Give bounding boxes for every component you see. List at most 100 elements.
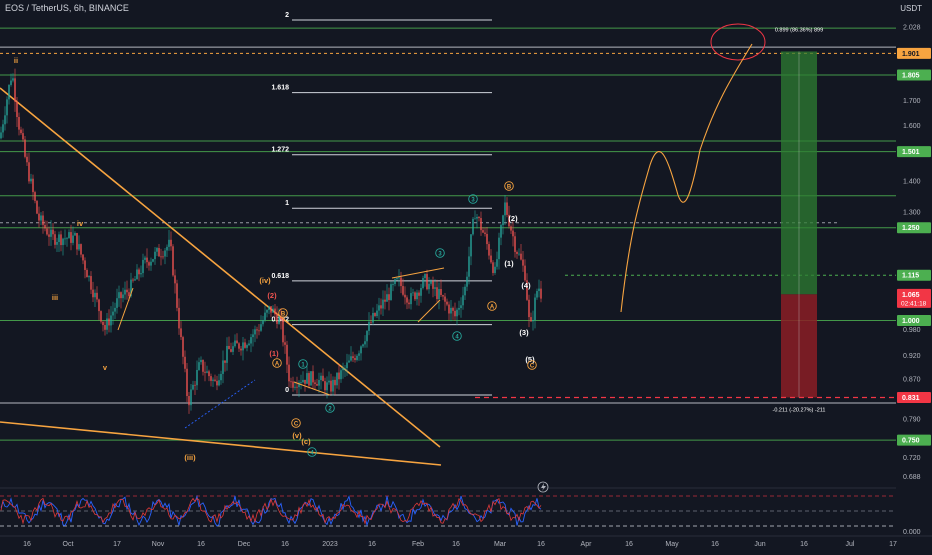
candle-body [382,299,384,309]
candle-body [296,386,298,388]
candle-body [24,139,26,157]
price-badge-value: 1.501 [902,149,920,156]
candle-body [486,233,488,245]
candle-body [128,292,130,297]
candle-body [500,225,502,238]
candle-body [498,237,500,260]
candle-body [376,310,378,316]
candle-body [206,371,208,373]
candle-body [348,360,350,363]
wave-label-13: (4) [521,281,531,290]
candle-body [298,382,300,388]
circled-label-text: 3 [471,197,475,203]
y-tick-7: 1.300 [903,209,921,216]
candle-body [110,315,112,326]
candle-body [520,253,522,260]
candle-body [48,234,50,237]
candle-body [184,356,186,369]
candle-body [174,275,176,284]
candle-body [388,294,390,301]
candle-body [270,306,272,313]
candle-body [300,382,302,384]
candle-body [322,375,324,382]
candle-body [424,274,426,278]
candle-body [368,321,370,331]
candle-body [334,379,336,386]
wave-label-0: ii [14,56,18,65]
price-badge-bg [897,146,931,158]
candle-body [456,309,458,317]
wave-label-1: iii [52,293,58,302]
circled-label-text: A [490,304,495,310]
y-tick-3: 1.700 [903,98,921,105]
candle-body [522,259,524,266]
candle-body [488,244,490,256]
candle-body [80,244,82,255]
candle-body [464,286,466,296]
candle-body [402,286,404,295]
candle-body [132,279,134,281]
candle-body [20,129,22,134]
candle-body [230,349,232,352]
candle-body [66,238,68,240]
circled-label-ring [278,308,288,318]
candle-body [386,294,388,302]
candle-body [258,330,260,332]
candle-body [88,276,90,278]
x-tick-14: 16 [625,541,633,548]
fib-label-4: 0.618 [271,273,289,280]
candle-body [222,360,224,374]
candle-body [214,379,216,381]
candle-body [182,337,184,357]
candle-body [104,325,106,330]
candle-body [144,257,146,260]
candle-body [12,78,14,81]
wave-label-4: (iii) [184,453,196,462]
candle-body [466,276,468,287]
candle-body [408,302,410,305]
candle-body [224,360,226,363]
candle-body [64,238,66,240]
stop-label: -0.211 (-20.27%) -211 [773,407,826,413]
circled-label-8: 3 [435,248,445,258]
candle-body [160,256,162,258]
price-badge-bg [897,288,931,308]
candle-body [470,234,472,257]
candle-body [326,382,328,391]
y-tick-4: 1.600 [903,123,921,130]
candle-body [482,230,484,233]
candle-body [526,280,528,300]
candle-body [282,319,284,343]
candle-body [6,99,8,116]
fib-label-6: 0 [285,387,289,394]
candle-body [2,124,4,133]
circled-label-ring [468,194,478,204]
candle-body [176,283,178,308]
candle-body [354,358,356,360]
candle-body [366,330,368,342]
candle-body [538,288,540,292]
candle-body [98,299,100,312]
circled-label-10: 3 [468,194,478,204]
candle-body [308,373,310,386]
candle-body [306,373,308,384]
candle-body [374,312,376,316]
circled-label-ring [325,403,335,413]
candle-body [292,381,294,388]
candle-body [254,329,256,335]
price-badge-0: 1.901 [897,47,931,59]
candle-body [120,292,122,299]
price-badge-bg [897,315,931,327]
wedge-line-1 [117,287,134,331]
circled-label-text: B [507,184,512,190]
circled-label-ring [452,331,462,341]
candle-body [116,298,118,308]
candle-body [336,372,338,386]
candle-body [284,342,286,345]
candle-body [410,293,412,305]
candle-body [252,334,254,338]
candle-body [216,380,218,386]
